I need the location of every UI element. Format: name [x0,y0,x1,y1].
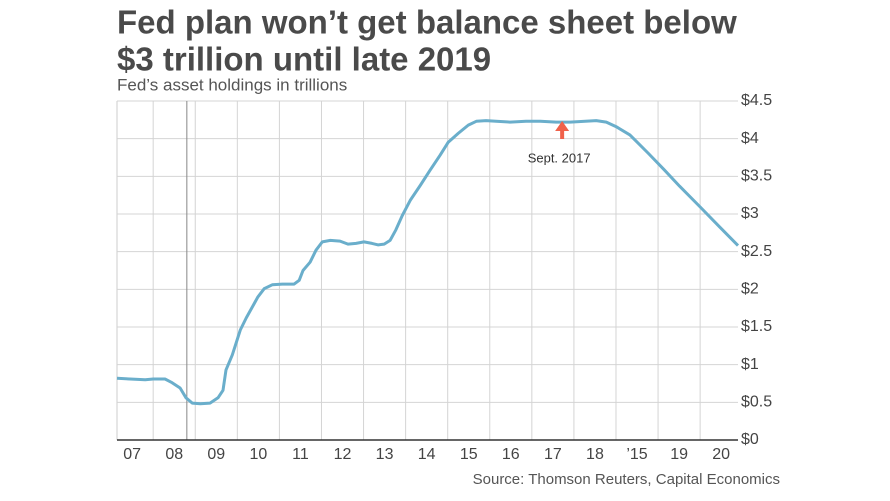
x-tick-label: 19 [670,446,688,463]
x-tick-label: 11 [292,446,309,463]
x-tick-label: 17 [544,446,562,463]
y-tick-label: $2 [741,281,759,298]
y-tick-label: $3 [741,205,759,222]
x-tick-label: 14 [418,446,436,463]
y-tick-label: $0.5 [741,394,772,411]
annotation-arrow [555,121,570,139]
y-tick-label: $4.5 [741,92,772,109]
x-tick-label: 13 [376,446,394,463]
chart-title: $3 trillion until late 2019 [117,41,491,78]
y-tick-label: $3.5 [741,168,772,185]
x-tick-label: 20 [712,446,730,463]
x-tick-label: 15 [460,446,478,463]
x-tick-label: 07 [123,446,141,463]
y-tick-label: $0 [741,431,759,448]
y-tick-label: $1 [741,356,759,373]
annotation-label: Sept. 2017 [528,150,591,165]
chart-subtitle: Fed’s asset holdings in trillions [117,75,347,94]
data-line [116,119,740,406]
x-tick-label: 16 [502,446,520,463]
x-tick-label: 08 [165,446,183,463]
y-tick-label: $2.5 [741,243,772,260]
y-tick-label: $1.5 [741,318,772,335]
y-tick-label: $4 [741,130,759,147]
x-tick-label: ’15 [626,446,647,463]
x-tick-label: 12 [334,446,352,463]
chart-title: Fed plan won’t get balance sheet below [117,4,737,41]
source-note: Source: Thomson Reuters, Capital Economi… [473,471,780,488]
x-tick-label: 10 [249,446,267,463]
x-tick-label: 09 [207,446,225,463]
x-tick-label: 18 [586,446,604,463]
